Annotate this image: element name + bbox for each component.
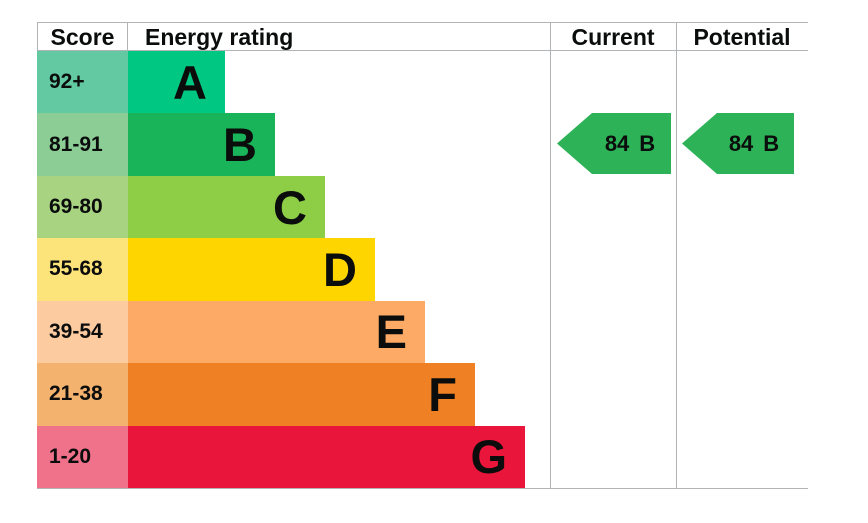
band-row-f: 21-38 F	[37, 363, 808, 426]
divider-potential-column	[676, 23, 677, 488]
divider-current-column	[550, 23, 551, 488]
band-score-range: 21-38	[37, 363, 128, 426]
band-score-range: 1-20	[37, 425, 128, 488]
current-rating-arrow: 84 B	[557, 113, 671, 174]
band-score-range: 39-54	[37, 300, 128, 364]
table-header: Score Energy rating Current Potential	[37, 23, 808, 51]
potential-rating-score: 84	[728, 130, 754, 156]
potential-rating-arrow: 84 B	[682, 113, 794, 174]
band-bar-c: C	[128, 175, 325, 239]
band-bar-b: B	[128, 113, 275, 176]
column-header-current: Current	[571, 23, 655, 50]
column-header-score: Score	[37, 23, 128, 50]
band-row-b: 81-91 B	[37, 113, 808, 176]
epc-energy-rating-chart: Score Energy rating Current Potential 92…	[37, 22, 808, 489]
band-letter: B	[223, 118, 257, 172]
column-header-potential: Potential	[693, 23, 791, 50]
band-score-range: 92+	[37, 51, 128, 114]
rating-bands: 92+ A 81-91 B 69-80 C 55-68 D 39-54 E 21…	[37, 51, 808, 488]
band-letter: E	[375, 305, 407, 359]
potential-rating-band: B	[763, 130, 780, 156]
band-letter: F	[428, 367, 457, 421]
current-rating-band: B	[639, 130, 656, 156]
band-row-d: 55-68 D	[37, 238, 808, 301]
band-row-g: 1-20 G	[37, 425, 808, 488]
band-letter: G	[470, 430, 507, 484]
band-row-e: 39-54 E	[37, 300, 808, 364]
band-bar-e: E	[128, 300, 425, 364]
column-header-energy-rating: Energy rating	[145, 23, 294, 50]
band-bar-a: A	[128, 51, 225, 114]
current-rating-score: 84	[604, 130, 630, 156]
band-bar-f: F	[128, 363, 475, 426]
band-letter: A	[173, 55, 207, 109]
band-row-c: 69-80 C	[37, 175, 808, 239]
band-letter: D	[323, 242, 357, 296]
band-bar-g: G	[128, 425, 525, 488]
band-row-a: 92+ A	[37, 51, 808, 114]
band-bar-d: D	[128, 238, 375, 301]
band-score-range: 69-80	[37, 175, 128, 239]
band-score-range: 81-91	[37, 113, 128, 176]
band-letter: C	[273, 180, 307, 234]
band-score-range: 55-68	[37, 238, 128, 301]
